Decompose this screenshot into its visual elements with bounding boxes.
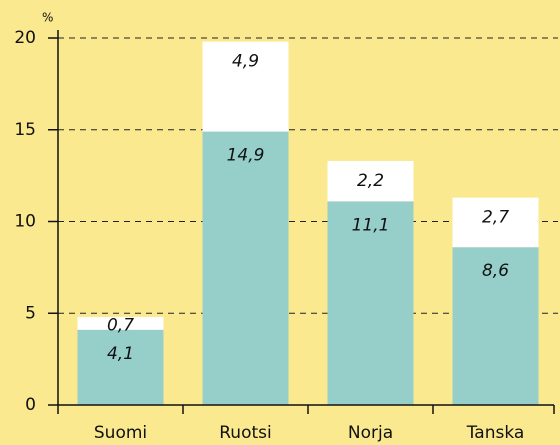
value-label: 4,9	[232, 52, 259, 72]
y-tick-label: 5	[25, 303, 36, 323]
x-tick-label: Suomi	[94, 423, 147, 443]
y-tick-label: 15	[14, 120, 36, 140]
value-label: 2,2	[357, 171, 384, 191]
y-tick-label: 0	[25, 395, 36, 415]
value-label: 8,6	[482, 261, 509, 281]
bar-segment	[77, 329, 164, 405]
value-label: 0,7	[107, 315, 134, 335]
x-tick-label: Norja	[348, 423, 393, 443]
x-tick-label: Ruotsi	[219, 423, 271, 443]
y-tick-label: 10	[14, 212, 36, 232]
y-axis-unit: %	[42, 11, 53, 25]
bar-segment	[327, 201, 414, 405]
bar-segment	[327, 160, 414, 202]
x-tick-label: Tanska	[466, 423, 525, 443]
bar-segment	[202, 131, 289, 405]
bar-segment	[452, 247, 539, 405]
bar-segment	[77, 316, 164, 330]
y-tick-label: 20	[14, 28, 36, 48]
value-label: 14,9	[227, 146, 265, 166]
value-label: 4,1	[107, 344, 134, 364]
bar-segment	[202, 41, 289, 132]
value-label: 11,1	[352, 215, 390, 235]
bar-segment	[452, 197, 539, 248]
value-label: 2,7	[482, 208, 509, 228]
